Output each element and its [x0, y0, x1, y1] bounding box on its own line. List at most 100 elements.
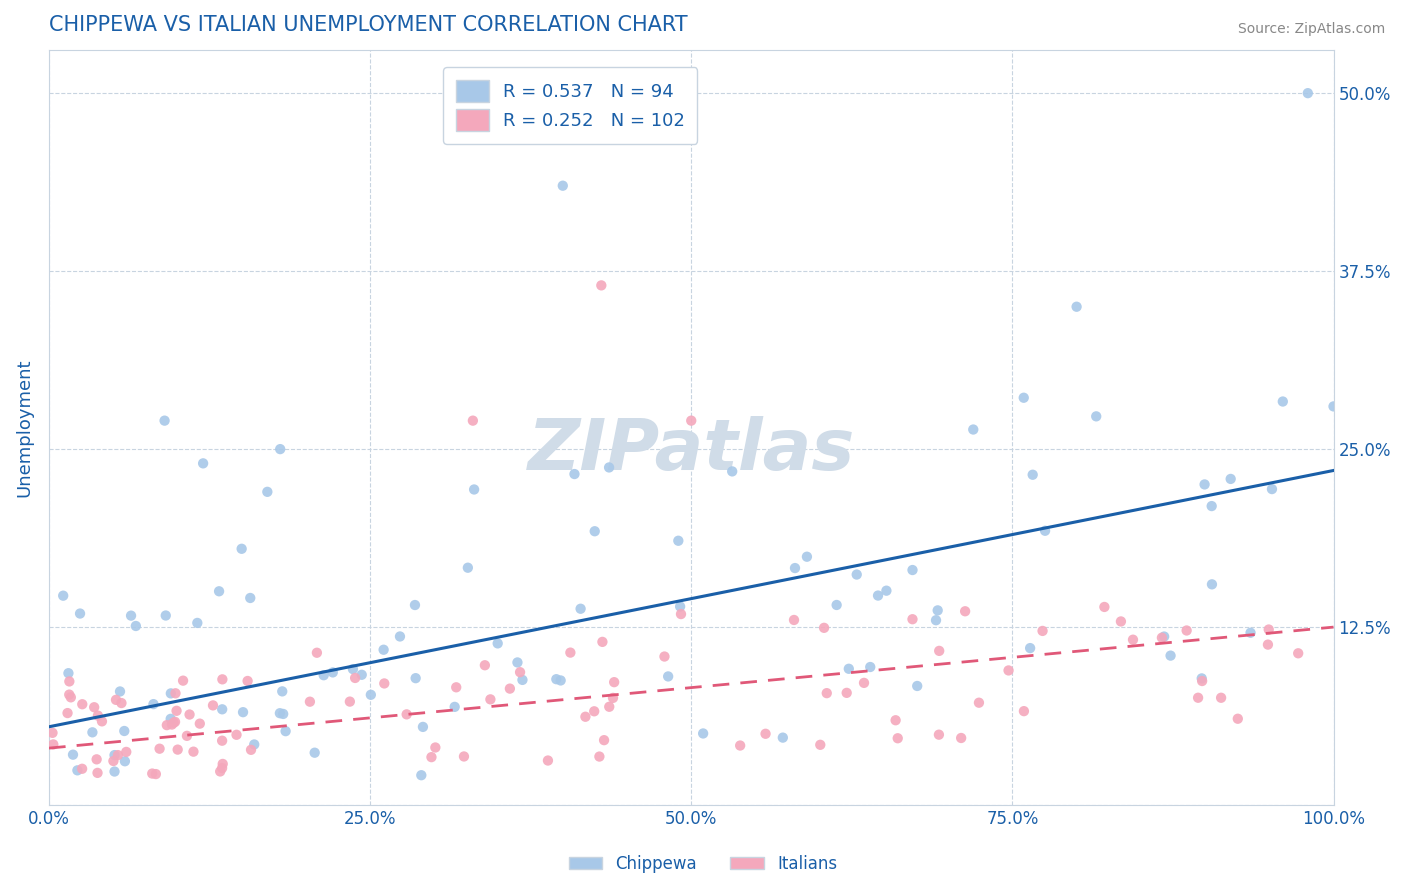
Point	[1021, 467, 1043, 482]
Point	[103, 754, 125, 768]
Point	[108, 684, 131, 698]
Point	[953, 604, 976, 618]
Point	[271, 684, 294, 698]
Point	[86, 752, 108, 766]
Point	[772, 731, 794, 745]
Point	[240, 743, 263, 757]
Point	[1033, 524, 1056, 538]
Point	[142, 697, 165, 711]
Point	[236, 673, 259, 688]
Point	[86, 765, 108, 780]
Point	[82, 725, 104, 739]
Point	[59, 690, 82, 705]
Point	[574, 710, 596, 724]
Point	[927, 603, 949, 617]
Point	[1150, 631, 1173, 645]
Point	[866, 589, 889, 603]
Point	[145, 767, 167, 781]
Point	[373, 642, 395, 657]
Point	[444, 681, 467, 695]
Point	[388, 630, 411, 644]
Point	[783, 561, 806, 575]
Point	[546, 672, 568, 686]
Point	[1226, 712, 1249, 726]
Point	[666, 533, 689, 548]
Point	[591, 635, 613, 649]
Point	[211, 673, 233, 687]
Point	[211, 702, 233, 716]
Point	[69, 607, 91, 621]
Point	[120, 608, 142, 623]
Point	[474, 658, 496, 673]
Point	[160, 717, 183, 731]
Point	[808, 738, 831, 752]
Point	[1322, 400, 1344, 414]
Point	[256, 484, 278, 499]
Point	[835, 686, 858, 700]
Point	[103, 764, 125, 779]
Point	[58, 688, 80, 702]
Point	[153, 414, 176, 428]
Point	[967, 696, 990, 710]
Point	[1122, 632, 1144, 647]
Point	[997, 664, 1019, 678]
Point	[886, 731, 908, 746]
Point	[66, 764, 89, 778]
Text: CHIPPEWA VS ITALIAN UNEMPLOYMENT CORRELATION CHART: CHIPPEWA VS ITALIAN UNEMPLOYMENT CORRELA…	[49, 15, 688, 35]
Point	[52, 589, 75, 603]
Point	[91, 714, 114, 729]
Point	[420, 750, 443, 764]
Point	[583, 704, 606, 718]
Point	[425, 740, 447, 755]
Point	[588, 749, 610, 764]
Point	[463, 483, 485, 497]
Point	[825, 598, 848, 612]
Point	[443, 699, 465, 714]
Point	[1153, 630, 1175, 644]
Point	[201, 698, 224, 713]
Point	[657, 669, 679, 683]
Point	[115, 745, 138, 759]
Point	[569, 601, 592, 615]
Point	[1239, 625, 1261, 640]
Point	[159, 712, 181, 726]
Point	[72, 697, 94, 711]
Point	[110, 696, 132, 710]
Point	[845, 567, 868, 582]
Point	[950, 731, 973, 745]
Point	[191, 456, 214, 470]
Point	[42, 738, 65, 752]
Point	[114, 754, 136, 768]
Legend: Chippewa, Italians: Chippewa, Italians	[562, 848, 844, 880]
Point	[884, 713, 907, 727]
Point	[721, 464, 744, 478]
Point	[669, 599, 692, 614]
Point	[591, 278, 613, 293]
Point	[512, 673, 534, 687]
Point	[231, 541, 253, 556]
Point	[103, 748, 125, 763]
Point	[598, 460, 620, 475]
Point	[239, 591, 262, 605]
Point	[859, 660, 882, 674]
Point	[1160, 648, 1182, 663]
Point	[1261, 482, 1284, 496]
Point	[1257, 638, 1279, 652]
Point	[125, 619, 148, 633]
Point	[304, 746, 326, 760]
Point	[1194, 477, 1216, 491]
Point	[1012, 391, 1035, 405]
Point	[183, 745, 205, 759]
Point	[1012, 704, 1035, 718]
Point	[342, 662, 364, 676]
Point	[537, 754, 560, 768]
Point	[901, 563, 924, 577]
Point	[564, 467, 586, 481]
Point	[404, 598, 426, 612]
Point	[412, 720, 434, 734]
Point	[141, 766, 163, 780]
Point	[56, 706, 79, 720]
Point	[373, 676, 395, 690]
Point	[149, 741, 172, 756]
Point	[395, 707, 418, 722]
